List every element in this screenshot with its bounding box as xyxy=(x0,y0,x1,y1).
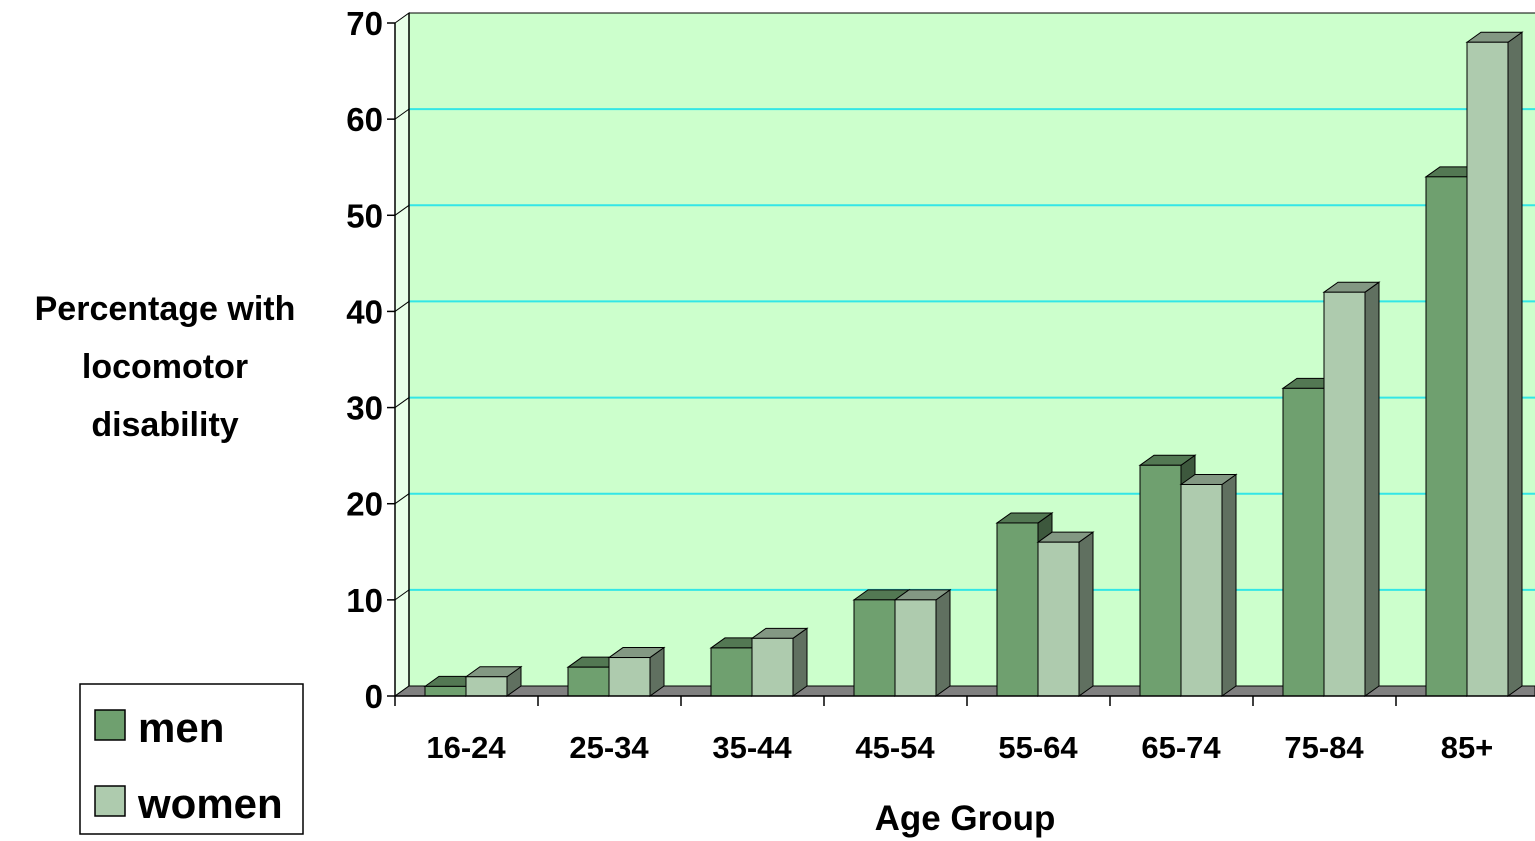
x-tick-label: 35-44 xyxy=(712,730,792,765)
bar-front xyxy=(1139,464,1182,697)
bar-front xyxy=(567,666,610,697)
legend-label-women: women xyxy=(137,780,283,827)
bar-side xyxy=(792,627,808,697)
bar-front xyxy=(1425,176,1468,697)
x-tick-label: 25-34 xyxy=(569,730,649,765)
bar-women-16-24 xyxy=(464,665,523,697)
y-axis-label-line-2: locomotor xyxy=(82,348,248,386)
bar-women-75-84 xyxy=(1322,281,1381,697)
bar-women-45-54 xyxy=(893,588,952,697)
gridline-side xyxy=(394,204,410,216)
bars xyxy=(423,31,1524,697)
y-tick-label: 20 xyxy=(346,486,383,523)
y-axis-label-line-1: Percentage with xyxy=(35,290,296,328)
bar-front xyxy=(1180,483,1223,697)
bar-front xyxy=(1282,387,1325,697)
y-axis-label-line-3: disability xyxy=(91,406,238,444)
y-tick-label: 50 xyxy=(346,197,383,234)
x-tick-label: 65-74 xyxy=(1141,730,1221,765)
bar-side xyxy=(1507,31,1523,697)
bar-side xyxy=(1078,531,1094,697)
bar-front xyxy=(1323,291,1366,697)
axes: 0 10 20 30 40 50 60 70 16-24 25-34 35-44 45-54 55-64… xyxy=(346,5,1535,765)
gridline-side xyxy=(394,108,410,120)
legend: men women xyxy=(79,683,304,835)
bar-side xyxy=(935,588,951,697)
x-tick-label: 85+ xyxy=(1441,730,1494,765)
bar-women-55-64 xyxy=(1036,531,1095,697)
bar-front xyxy=(608,657,651,697)
legend-swatch-women xyxy=(94,785,126,817)
y-tick-label: 40 xyxy=(346,293,383,330)
y-tick-label: 70 xyxy=(346,5,383,42)
gridline-side xyxy=(394,589,410,601)
bar-front xyxy=(710,647,753,697)
x-tick-label: 75-84 xyxy=(1284,730,1364,765)
bar-front xyxy=(424,685,467,697)
bar-front xyxy=(996,522,1039,697)
y-tick-label: 0 xyxy=(365,678,383,715)
bar-front xyxy=(894,599,937,697)
bar-front xyxy=(1037,541,1080,697)
gridline-side xyxy=(394,493,410,505)
bar-front xyxy=(751,637,794,697)
bar-side xyxy=(1364,281,1380,697)
legend-label-men: men xyxy=(138,704,224,751)
bar-front xyxy=(1466,41,1509,697)
y-tick-label: 30 xyxy=(346,390,383,427)
x-tick-label: 16-24 xyxy=(426,730,506,765)
y-tick-label: 60 xyxy=(346,101,383,138)
y-tick-label: 10 xyxy=(346,582,383,619)
bar-side xyxy=(1221,473,1237,697)
bar-women-65-74 xyxy=(1179,473,1238,697)
bar-women-85+ xyxy=(1465,31,1524,697)
x-tick-label: 55-64 xyxy=(998,730,1078,765)
gridline-side xyxy=(394,397,410,408)
bar-front xyxy=(853,599,896,697)
x-tick-label: 45-54 xyxy=(855,730,935,765)
bar-women-25-34 xyxy=(607,646,666,697)
bar-women-35-44 xyxy=(750,627,809,697)
plot-side-wall xyxy=(394,12,410,697)
bar-front xyxy=(465,676,508,697)
legend-swatch-men xyxy=(94,709,126,741)
gridline-side xyxy=(394,301,410,312)
x-axis-label: Age Group xyxy=(875,799,1056,838)
